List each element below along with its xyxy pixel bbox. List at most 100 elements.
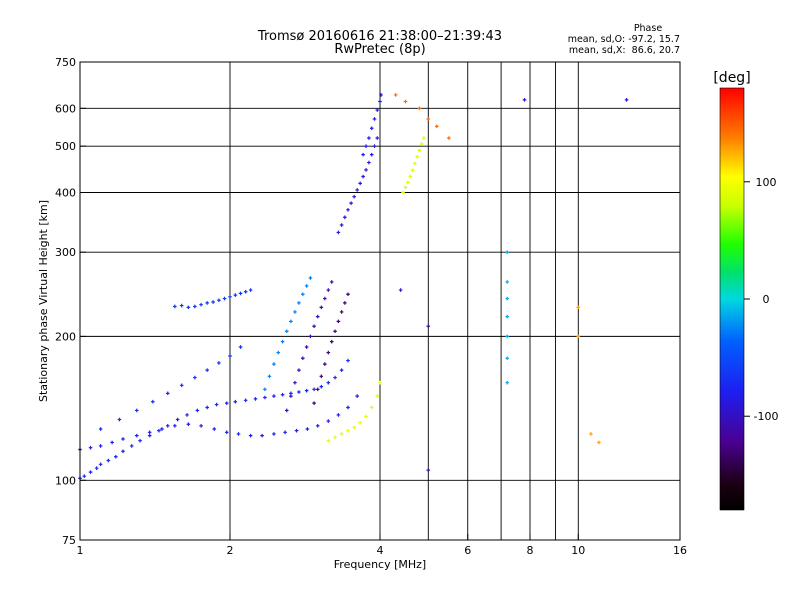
data-point [138, 438, 142, 443]
data-point [361, 174, 365, 179]
data-point [243, 398, 248, 403]
data-point [505, 296, 509, 301]
data-point [393, 93, 398, 97]
data-point [319, 384, 324, 389]
data-point [367, 136, 371, 140]
data-point [326, 419, 331, 423]
data-point [253, 397, 258, 401]
y-tick-label: 600 [55, 102, 76, 115]
data-point [422, 136, 426, 140]
y-tick-label: 75 [62, 534, 76, 547]
chart-subtitle: RwPretec (8p) [334, 42, 425, 57]
y-axis-label: Stationary phase Virtual Height [km] [37, 200, 50, 402]
data-point [355, 188, 359, 192]
data-point [179, 303, 184, 308]
data-point [272, 432, 276, 436]
x-tick-label: 16 [673, 544, 687, 557]
data-point [339, 310, 344, 314]
data-point [589, 432, 593, 436]
data-point [339, 432, 344, 436]
data-point [426, 468, 431, 472]
colorbar: [deg] 100 0 -100 [713, 70, 778, 511]
y-tick-label: 300 [55, 246, 76, 259]
colorbar-tick-label: 100 [756, 176, 777, 189]
data-point [372, 117, 377, 121]
phase-stats-x: mean, sd,X: 86.6, 20.7 [569, 45, 680, 56]
data-point [297, 368, 301, 372]
data-point [98, 444, 103, 448]
data-point [315, 387, 320, 392]
data-point [308, 334, 313, 339]
data-point [505, 280, 509, 284]
data-point [106, 458, 111, 463]
data-point [157, 428, 161, 433]
data-point [301, 292, 305, 297]
data-point [352, 425, 356, 430]
data-point [323, 362, 327, 366]
data-point [403, 185, 408, 190]
data-point [378, 380, 382, 385]
data-point [248, 288, 253, 292]
chart-header: Tromsø 20160616 21:38:00–21:39:43 RwPret… [257, 29, 502, 57]
data-point [294, 428, 299, 433]
data-point [505, 380, 509, 385]
data-point [326, 288, 331, 292]
data-point [199, 424, 203, 428]
data-point [326, 380, 331, 385]
data-point [248, 433, 253, 438]
x-tick-label: 6 [464, 544, 471, 557]
colorbar-tick-label: 0 [763, 293, 770, 306]
data-point [367, 160, 371, 165]
data-point [88, 445, 93, 450]
data-point [522, 98, 527, 102]
data-point [339, 368, 344, 372]
y-tick-label: 200 [55, 330, 76, 343]
data-point [267, 374, 272, 379]
data-point [375, 108, 380, 112]
data-point [134, 408, 139, 413]
colorbar-unit: [deg] [713, 70, 750, 86]
data-point [398, 288, 403, 292]
data-point [243, 289, 248, 294]
data-point [369, 126, 374, 131]
data-point [284, 329, 289, 334]
data-point [211, 300, 215, 304]
x-tick-label: 10 [571, 544, 585, 557]
data-point [312, 324, 316, 329]
data-point [173, 424, 177, 428]
y-axis-ticks: 75 100 200 300 400 500 600 750 [55, 56, 86, 547]
data-point [355, 394, 359, 398]
data-point [238, 345, 243, 349]
data-point [505, 334, 509, 339]
data-point [576, 334, 581, 339]
data-point [193, 375, 197, 380]
data-point [343, 301, 347, 305]
data-point [217, 361, 221, 365]
x-tick-label: 2 [227, 544, 234, 557]
data-point [329, 280, 334, 284]
data-point [205, 301, 209, 305]
data-point [205, 405, 209, 410]
data-point [315, 314, 320, 319]
colorbar-gradient [719, 87, 745, 511]
data-point [205, 368, 209, 372]
y-tick-label: 750 [55, 56, 76, 69]
data-point [358, 181, 362, 186]
phase-stats-box: Phase mean, sd,O: -97.2, 15.7 mean, sd,X… [568, 23, 680, 56]
data-point [624, 98, 629, 102]
data-point [236, 432, 241, 436]
data-point [346, 405, 350, 410]
data-point [199, 302, 203, 307]
data-point [88, 470, 93, 474]
data-point [82, 474, 87, 478]
data-point [214, 402, 219, 407]
data-point [301, 356, 305, 361]
data-point [329, 339, 334, 344]
data-point [276, 350, 281, 355]
data-point [272, 362, 276, 366]
y-tick-label: 100 [55, 474, 76, 487]
data-point [447, 136, 451, 140]
data-point [434, 124, 439, 129]
data-point [308, 276, 313, 280]
data-point [336, 413, 341, 417]
